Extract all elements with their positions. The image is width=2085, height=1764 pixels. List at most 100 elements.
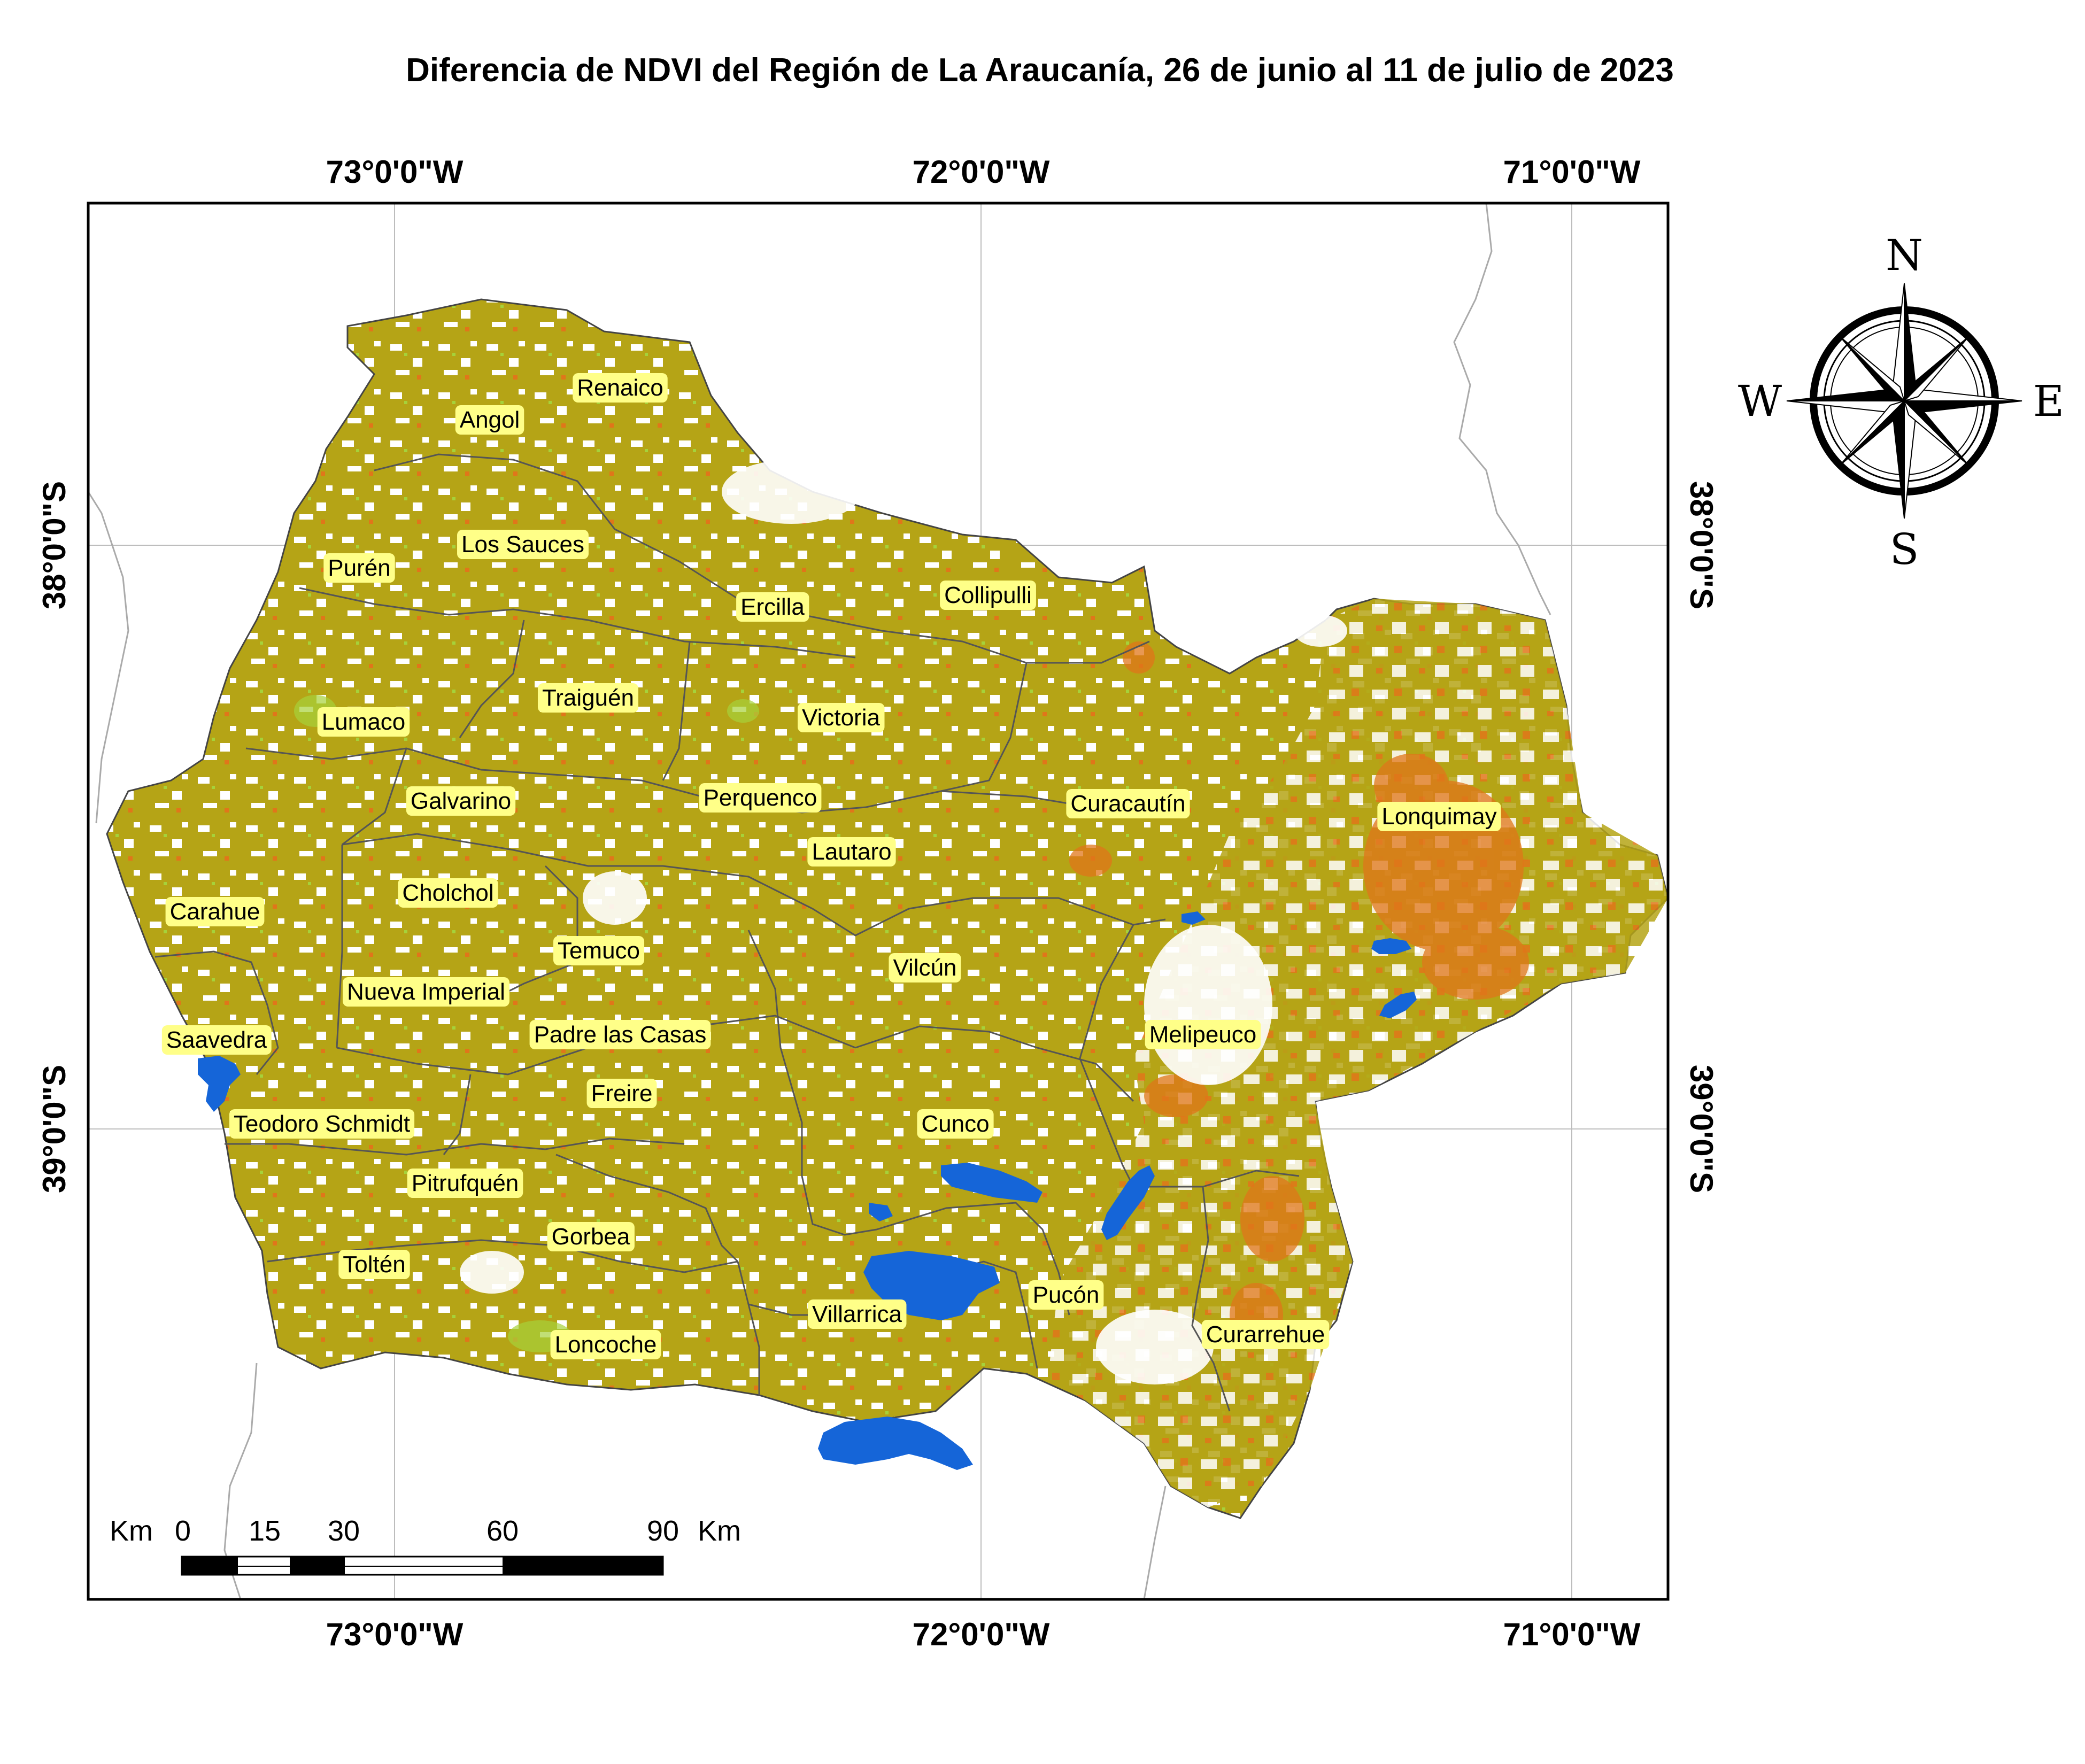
commune-name: Renaico — [577, 375, 663, 401]
label-halo — [807, 837, 896, 866]
label-halo — [550, 1330, 661, 1359]
label-halo — [1201, 1320, 1330, 1349]
label-halo — [798, 703, 885, 732]
label-halo — [553, 936, 645, 965]
commune-label-temuco: Temuco — [553, 936, 645, 965]
lake-conguillio — [1182, 911, 1206, 925]
commune-label-padre-las-casas: Padre las Casas — [529, 1020, 711, 1049]
commune-name: Carahue — [170, 899, 260, 925]
label-halo — [699, 783, 822, 813]
lat-label-38s-left: 38°0'0"S — [36, 481, 72, 609]
lake-small — [869, 1203, 893, 1221]
label-halo — [165, 897, 265, 926]
commune-name: Lonquimay — [1381, 803, 1496, 830]
commune-label-angol: Angol — [455, 405, 524, 435]
lake-caburgua — [1101, 1165, 1155, 1240]
commune-name: Toltén — [343, 1251, 405, 1278]
label-halo — [317, 707, 410, 737]
commune-label-victoria: Victoria — [798, 703, 885, 732]
scale-unit-left: Km — [110, 1515, 153, 1547]
commune-label-lautaro: Lautaro — [807, 837, 896, 866]
compass-north: N — [1886, 230, 1923, 280]
lon-label-72w-bottom: 72°0'0"W — [913, 1616, 1050, 1652]
commune-label-villarrica: Villarrica — [808, 1299, 907, 1329]
commune-label-galvarino: Galvarino — [406, 786, 516, 816]
commune-label-los-sauces: Los Sauces — [457, 530, 589, 559]
bottom-longitude-labels: 73°0'0"W 72°0'0"W 71°0'0"W — [326, 1616, 1641, 1652]
lon-label-72w-top: 72°0'0"W — [913, 154, 1050, 190]
commune-label-traiguen: Traiguén — [537, 683, 639, 713]
commune-name: Loncoche — [555, 1332, 657, 1358]
commune-name: Curarrehue — [1206, 1321, 1325, 1348]
scale-bar: Km 0 15 30 60 90 Km — [110, 1515, 741, 1576]
commune-name: Nueva Imperial — [347, 979, 505, 1005]
right-latitude-labels: 38°0'0"S 39°0'0"S — [1684, 481, 1719, 1193]
commune-label-tolten: Toltén — [338, 1250, 410, 1279]
label-halo — [586, 1079, 657, 1108]
label-halo — [889, 953, 961, 982]
commune-name: Gorbea — [552, 1224, 630, 1250]
commune-label-lumaco: Lumaco — [317, 707, 410, 737]
compass-west: W — [1738, 376, 1782, 426]
commune-label-curarrehue: Curarrehue — [1201, 1320, 1330, 1349]
commune-label-vilcun: Vilcún — [889, 953, 961, 982]
commune-name: Perquenco — [704, 785, 817, 811]
commune-name: Los Sauces — [461, 531, 584, 558]
label-halo — [547, 1222, 635, 1251]
commune-name: Lumaco — [322, 709, 406, 735]
commune-name: Galvarino — [411, 788, 511, 814]
commune-label-teodoro-schmidt: Teodoro Schmidt — [229, 1109, 415, 1139]
label-halo — [161, 1025, 272, 1055]
commune-name: Pitrufquén — [412, 1170, 519, 1196]
commune-name: Ercilla — [740, 594, 805, 620]
commune-label-lonquimay: Lonquimay — [1377, 802, 1501, 831]
commune-name: Victoria — [802, 705, 880, 731]
commune-name: Teodoro Schmidt — [234, 1111, 410, 1137]
compass-east: E — [2033, 376, 2064, 426]
lake-calafquen — [818, 1417, 973, 1470]
scale-tick-0: 0 — [175, 1515, 191, 1547]
label-halo — [537, 683, 639, 713]
commune-labels: Renaico Angol Los Sauces Purén Collipulli Erc… — [161, 373, 1501, 1359]
top-longitude-labels: 73°0'0"W 72°0'0"W 71°0'0"W — [326, 154, 1641, 190]
lake-galletue — [1371, 938, 1411, 954]
label-halo — [1028, 1280, 1104, 1310]
commune-label-perquenco: Perquenco — [699, 783, 822, 813]
label-halo — [323, 553, 395, 583]
lon-label-73w-top: 73°0'0"W — [326, 154, 464, 190]
commune-name: Villarrica — [812, 1301, 902, 1327]
label-halo — [940, 581, 1036, 610]
lon-label-73w-bottom: 73°0'0"W — [326, 1616, 464, 1652]
lon-label-71w-top: 71°0'0"W — [1503, 154, 1641, 190]
commune-name: Collipulli — [944, 582, 1032, 608]
commune-name: Cholchol — [402, 880, 493, 906]
label-halo — [457, 530, 589, 559]
commune-name: Vilcún — [893, 955, 956, 981]
commune-name: Lautaro — [812, 839, 891, 865]
commune-label-renaico: Renaico — [573, 373, 668, 403]
commune-name: Angol — [460, 407, 520, 433]
lake-icalma — [1379, 992, 1417, 1018]
commune-label-saavedra: Saavedra — [161, 1025, 272, 1055]
commune-label-loncoche: Loncoche — [550, 1330, 661, 1359]
commune-name: Pucón — [1033, 1282, 1100, 1308]
map-body: Renaico Angol Los Sauces Purén Collipulli Erc… — [88, 203, 1668, 1599]
commune-name: Cunco — [921, 1111, 989, 1137]
label-halo — [1145, 1020, 1261, 1049]
label-halo — [407, 1169, 523, 1198]
commune-name: Padre las Casas — [534, 1022, 707, 1048]
scale-tick-30: 30 — [328, 1515, 360, 1547]
commune-name: Purén — [328, 555, 390, 581]
label-halo — [455, 405, 524, 435]
label-halo — [736, 592, 809, 622]
left-latitude-labels: 38°0'0"S 39°0'0"S — [36, 481, 72, 1193]
commune-label-gorbea: Gorbea — [547, 1222, 635, 1251]
coastline — [88, 491, 129, 824]
commune-label-cholchol: Cholchol — [398, 878, 498, 908]
label-halo — [917, 1109, 994, 1139]
label-halo — [573, 373, 668, 403]
commune-label-pitrufquen: Pitrufquén — [407, 1169, 523, 1198]
lon-label-71w-bottom: 71°0'0"W — [1503, 1616, 1641, 1652]
lake-budi — [198, 1056, 241, 1112]
scale-unit-right: Km — [698, 1515, 741, 1547]
